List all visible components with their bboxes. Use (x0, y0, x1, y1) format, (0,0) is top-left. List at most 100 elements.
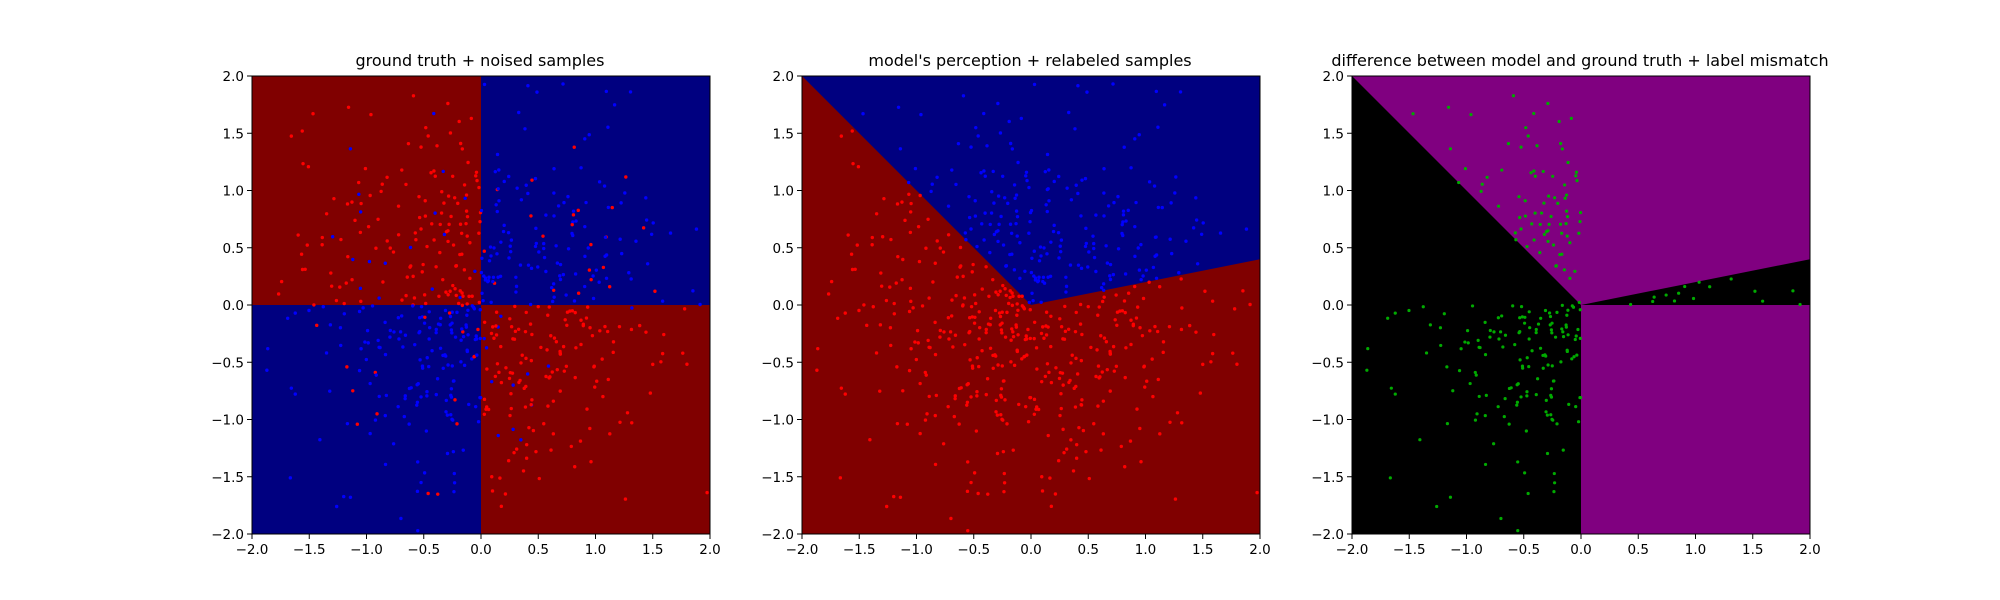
scatter-point (1407, 308, 1411, 313)
scatter-point (489, 331, 494, 336)
scatter-point (999, 328, 1004, 332)
scatter-point (373, 370, 377, 375)
scatter-point (1575, 353, 1579, 357)
scatter-point (446, 194, 451, 198)
scatter-point (1105, 367, 1109, 372)
scatter-point (472, 355, 476, 359)
scatter-point (474, 334, 478, 338)
scatter-point (1037, 275, 1041, 279)
scatter-point (1570, 357, 1574, 361)
scatter-point (324, 351, 329, 355)
scatter-point (611, 350, 615, 355)
scatter-point (1060, 371, 1065, 375)
scatter-point (698, 302, 702, 307)
scatter-point (1168, 420, 1172, 424)
scatter-point (994, 398, 999, 403)
scatter-point (312, 303, 316, 307)
scatter-point (1080, 398, 1084, 402)
scatter-point (1129, 342, 1133, 347)
scatter-point (529, 358, 534, 363)
scatter-point (589, 242, 593, 247)
scatter-point (1000, 417, 1004, 422)
scatter-point (1039, 254, 1043, 258)
scatter-point (441, 277, 445, 282)
scatter-point (424, 429, 429, 433)
scatter-point (299, 252, 304, 256)
scatter-point (597, 280, 601, 284)
scatter-point (346, 105, 351, 110)
scatter-point (1389, 386, 1393, 390)
scatter-point (517, 110, 521, 115)
scatter-point (1565, 348, 1569, 352)
scatter-point (402, 414, 407, 419)
scatter-point (400, 168, 404, 172)
scatter-point (460, 291, 464, 295)
scatter-point (913, 340, 917, 344)
scatter-point (499, 344, 503, 349)
scatter-point (456, 201, 460, 206)
x-tick-label: 1.5 (1742, 542, 1763, 558)
scatter-point (603, 324, 607, 329)
scatter-point (1511, 304, 1515, 308)
scatter-point (987, 294, 991, 298)
scatter-point (1122, 299, 1127, 303)
scatter-point (418, 358, 422, 362)
scatter-point (994, 354, 998, 358)
scatter-point (494, 310, 499, 314)
scatter-point (935, 175, 939, 180)
scatter-point (1131, 322, 1136, 326)
scatter-point (449, 328, 454, 332)
scatter-point (927, 345, 931, 350)
scatter-point (953, 394, 957, 398)
scatter-point (398, 330, 403, 334)
scatter-point (366, 341, 370, 345)
scatter-point (1009, 231, 1014, 235)
scatter-point (513, 329, 518, 334)
scatter-point (976, 491, 980, 496)
scatter-point (908, 210, 913, 214)
scatter-point (1028, 395, 1032, 400)
scatter-point (544, 374, 548, 379)
scatter-point (1020, 357, 1024, 361)
scatter-point (612, 103, 617, 107)
scatter-point (591, 274, 595, 278)
scatter-point (569, 444, 573, 449)
scatter-point (348, 495, 353, 499)
scatter-point (1560, 303, 1564, 307)
scatter-point (377, 296, 381, 300)
scatter-point (1446, 105, 1451, 109)
scatter-point (1169, 251, 1174, 256)
scatter-point (1578, 395, 1582, 400)
scatter-point (1524, 429, 1528, 433)
scatter-point (514, 290, 518, 294)
scatter-point (554, 340, 559, 344)
scatter-point (1008, 252, 1012, 257)
scatter-point (1578, 210, 1583, 215)
scatter-point (513, 304, 517, 309)
scatter-point (1002, 489, 1006, 494)
scatter-point (396, 204, 401, 208)
scatter-point (358, 230, 363, 235)
scatter-point (1018, 241, 1022, 245)
scatter-point (558, 274, 562, 278)
scatter-point (1011, 448, 1015, 452)
scatter-point (1564, 222, 1568, 226)
scatter-point (509, 249, 513, 254)
scatter-point (449, 393, 453, 398)
scatter-point (1036, 279, 1041, 283)
scatter-point (1124, 219, 1128, 223)
scatter-point (383, 413, 387, 418)
scatter-point (1003, 287, 1007, 291)
scatter-point (610, 205, 614, 210)
scatter-point (1025, 353, 1029, 357)
scatter-point (1116, 194, 1120, 199)
scatter-point (623, 497, 628, 501)
scatter-point (1545, 413, 1549, 417)
scatter-point (1035, 367, 1039, 371)
scatter-point (497, 168, 501, 172)
scatter-point (1046, 187, 1050, 191)
scatter-point (1541, 353, 1545, 358)
scatter-point (442, 201, 446, 205)
scatter-point (645, 262, 650, 266)
scatter-point (458, 295, 462, 300)
